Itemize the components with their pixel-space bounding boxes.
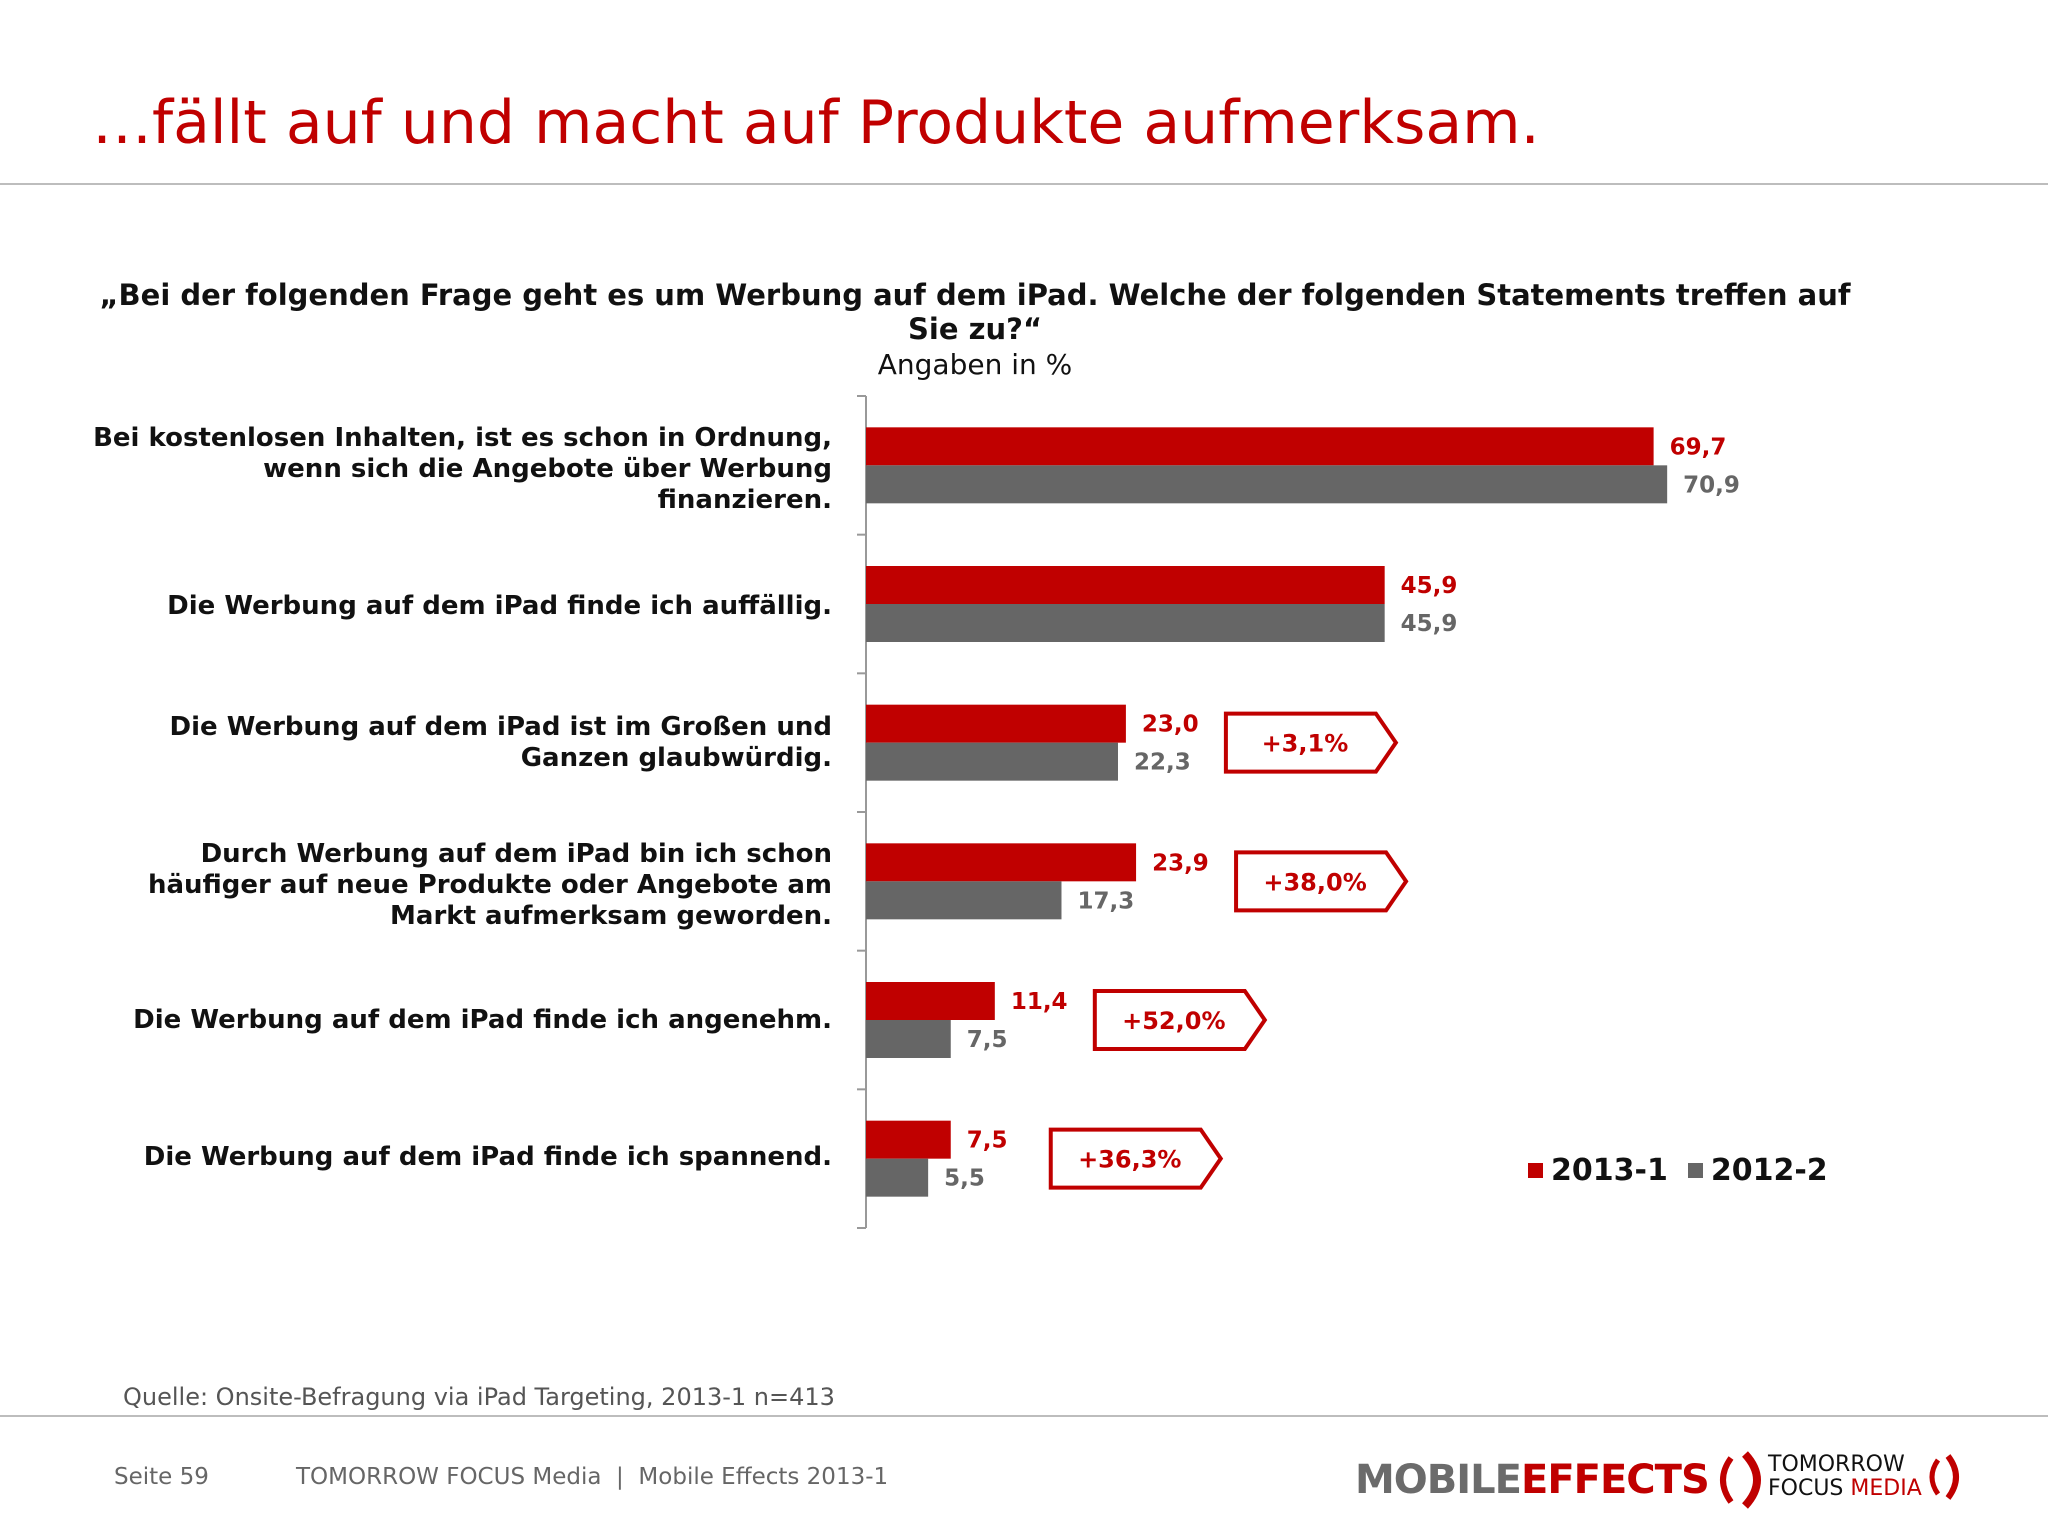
category-label-4: Die Werbung auf dem iPad finde ich angen… bbox=[133, 1004, 832, 1035]
bar-2012-2-1 bbox=[866, 604, 1385, 642]
data-label-2013-1-3: 23,9 bbox=[1152, 850, 1209, 876]
bar-2013-1-4 bbox=[866, 982, 995, 1020]
logo-tomorrow-text: TOMORROW bbox=[1768, 1452, 1905, 1477]
data-label-2012-2-0: 70,9 bbox=[1683, 472, 1740, 498]
logo-focus-text: FOCUS bbox=[1768, 1476, 1844, 1501]
legend-label-2013-1: 2013-1 bbox=[1551, 1153, 1668, 1188]
bar-2013-1-1 bbox=[866, 566, 1385, 604]
legend: 2013-1 2012-2 bbox=[1528, 1153, 1848, 1188]
data-label-2012-2-4: 7,5 bbox=[967, 1027, 1008, 1053]
bar-2012-2-2 bbox=[866, 742, 1118, 781]
page-number: Seite 59 bbox=[114, 1464, 209, 1490]
footer-publisher: TOMORROW FOCUS Media | Mobile Effects 20… bbox=[296, 1464, 889, 1490]
mobile-effects-logo: MOBILE EFFECTS bbox=[1355, 1450, 1775, 1510]
change-callout-label-4: +52,0% bbox=[1122, 1007, 1225, 1035]
data-label-2013-1-5: 7,5 bbox=[967, 1128, 1008, 1154]
data-label-2012-2-1: 45,9 bbox=[1401, 611, 1458, 637]
change-callout-label-5: +36,3% bbox=[1078, 1146, 1181, 1174]
legend-swatch-2013-1 bbox=[1528, 1163, 1543, 1178]
logo-mobile-text: MOBILE bbox=[1355, 1457, 1522, 1503]
chart-subtitle: Angaben in % bbox=[877, 348, 1073, 381]
chart-title: „Bei der folgenden Frage geht es um Werb… bbox=[99, 278, 1851, 346]
logo-media-text: MEDIA bbox=[1850, 1476, 1922, 1501]
bar-2013-1-3 bbox=[866, 843, 1137, 882]
change-callout-4 bbox=[1092, 989, 1268, 1051]
source-note: Quelle: Onsite-Befragung via iPad Target… bbox=[123, 1383, 835, 1411]
category-label-1: Die Werbung auf dem iPad finde ich auffä… bbox=[167, 590, 832, 621]
category-label-3: Durch Werbung auf dem iPad bin ich schon… bbox=[147, 838, 832, 931]
data-label-2013-1-0: 69,7 bbox=[1670, 434, 1727, 460]
logo-tf-brackets-icon bbox=[1929, 1454, 1959, 1500]
legend-item-2013-1: 2013-1 bbox=[1528, 1153, 1668, 1188]
change-callout-label-2: +3,1% bbox=[1262, 730, 1349, 758]
category-label-2: Die Werbung auf dem iPad ist im Großen u… bbox=[169, 712, 832, 773]
logo-effects-text: EFFECTS bbox=[1521, 1457, 1710, 1503]
change-callout-2 bbox=[1223, 711, 1399, 774]
title-divider bbox=[0, 183, 2048, 185]
change-callout-label-3: +38,0% bbox=[1263, 868, 1366, 896]
data-label-2012-2-2: 22,3 bbox=[1134, 750, 1191, 776]
tomorrow-focus-logo: TOMORROW FOCUS MEDIA bbox=[1768, 1452, 1966, 1502]
bar-2012-2-5 bbox=[866, 1158, 929, 1197]
logo-brackets-icon bbox=[1719, 1451, 1761, 1509]
legend-swatch-2012-2 bbox=[1687, 1163, 1703, 1178]
bar-2012-2-3 bbox=[866, 881, 1062, 920]
legend-label-2012-2: 2012-2 bbox=[1710, 1153, 1828, 1188]
footer-divider bbox=[0, 1415, 2048, 1417]
data-label-2013-1-2: 23,0 bbox=[1142, 712, 1199, 738]
legend-item-2012-2: 2012-2 bbox=[1687, 1153, 1828, 1188]
data-label-2013-1-4: 11,4 bbox=[1011, 989, 1068, 1015]
page-title: …fällt auf und macht auf Produkte aufmer… bbox=[92, 88, 1540, 158]
change-callout-5 bbox=[1048, 1127, 1224, 1190]
category-label-5: Die Werbung auf dem iPad finde ich spann… bbox=[143, 1141, 832, 1172]
bar-2013-1-5 bbox=[866, 1120, 951, 1159]
category-label-0: Bei kostenlosen Inhalten, ist es schon i… bbox=[93, 422, 832, 515]
bar-2012-2-0 bbox=[866, 465, 1668, 504]
bar-2013-1-2 bbox=[866, 704, 1126, 743]
data-label-2012-2-3: 17,3 bbox=[1077, 888, 1134, 914]
data-label-2012-2-5: 5,5 bbox=[944, 1166, 985, 1192]
data-label-2013-1-1: 45,9 bbox=[1401, 573, 1458, 599]
bar-2013-1-0 bbox=[866, 427, 1654, 466]
change-callout-3 bbox=[1234, 850, 1409, 913]
bar-2012-2-4 bbox=[866, 1020, 951, 1058]
